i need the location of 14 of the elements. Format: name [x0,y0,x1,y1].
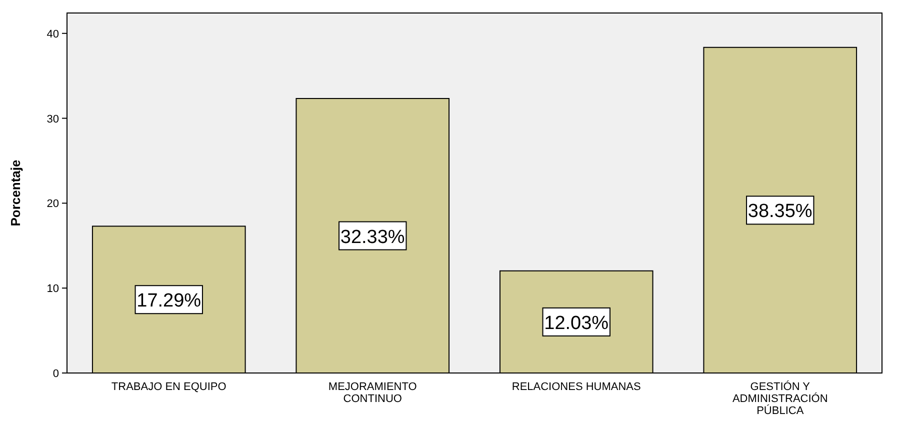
y-axis-title: Porcentaje [8,160,23,226]
x-tick-label: TRABAJO EN EQUIPO [111,381,227,393]
y-tick-label: 30 [46,113,59,126]
x-tick-label: MEJORAMIENTO CONTINUO [328,381,418,405]
y-tick-label: 10 [46,283,59,296]
y-tick-label: 20 [46,198,59,210]
x-tick-label: RELACIONES HUMANAS [512,381,641,393]
data-label: 17.29% [136,290,202,312]
y-tick-label: 0 [52,368,59,380]
x-tick-label: GESTIÓN Y ADMINISTRACIÓN PÚBLICA [732,380,828,417]
data-label: 38.35% [748,201,812,222]
data-label: 32.33% [340,226,405,248]
data-label: 12.03% [544,312,609,334]
y-tick-label: 40 [46,28,59,40]
